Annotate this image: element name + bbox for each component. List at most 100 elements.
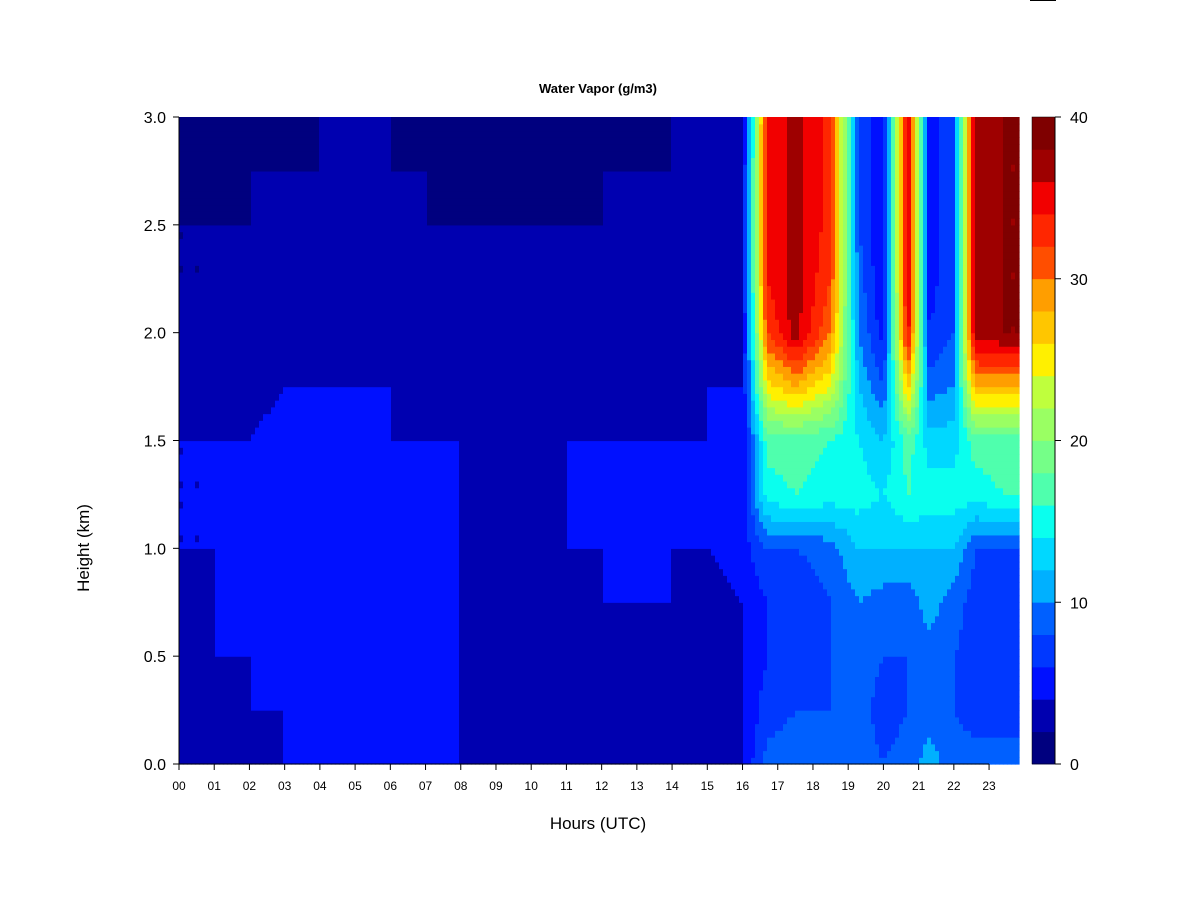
heatmap-cell [199, 447, 204, 454]
heatmap-cell [259, 285, 264, 292]
heatmap-cell [375, 697, 380, 704]
heatmap-cell [255, 670, 260, 677]
heatmap-cell [203, 151, 208, 158]
heatmap-cell [383, 454, 388, 461]
heatmap-cell [215, 542, 220, 549]
heatmap-cell [311, 130, 316, 137]
heatmap-cell [183, 285, 188, 292]
heatmap-cell [235, 238, 240, 245]
heatmap-cell [335, 467, 340, 474]
heatmap-cell [215, 596, 220, 603]
heatmap-cell [259, 218, 264, 225]
heatmap-cell [319, 703, 324, 710]
heatmap-cell [359, 198, 364, 205]
heatmap-cell [187, 292, 192, 299]
heatmap-cell [343, 629, 348, 636]
heatmap-cell [195, 515, 200, 522]
heatmap-cell [203, 494, 208, 501]
heatmap-cell [327, 306, 332, 313]
heatmap-cell [263, 265, 268, 272]
heatmap-cell [191, 508, 196, 515]
heatmap-cell [307, 663, 312, 670]
heatmap-cell [243, 474, 248, 481]
heatmap-cell [243, 528, 248, 535]
heatmap-cell [279, 616, 284, 623]
heatmap-cell [379, 306, 384, 313]
heatmap-cell [291, 393, 296, 400]
heatmap-cell [203, 521, 208, 528]
heatmap-cell [211, 494, 216, 501]
heatmap-cell [319, 312, 324, 319]
heatmap-cell [227, 319, 232, 326]
heatmap-cell [343, 494, 348, 501]
heatmap-cell [271, 225, 276, 232]
heatmap-cell [235, 501, 240, 508]
heatmap-cell [251, 616, 256, 623]
heatmap-cell [327, 535, 332, 542]
heatmap-cell [211, 508, 216, 515]
heatmap-cell [279, 730, 284, 737]
heatmap-cell [267, 474, 272, 481]
heatmap-cell [323, 137, 328, 144]
heatmap-cell [243, 333, 248, 340]
heatmap-cell [271, 259, 276, 266]
heatmap-cell [223, 232, 228, 239]
heatmap-cell [335, 683, 340, 690]
heatmap-cell [287, 434, 292, 441]
heatmap-cell [223, 434, 228, 441]
heatmap-cell [287, 663, 292, 670]
heatmap-cell [299, 164, 304, 171]
heatmap-cell [251, 312, 256, 319]
heatmap-cell [307, 319, 312, 326]
heatmap-cell [227, 555, 232, 562]
heatmap-cell [367, 481, 372, 488]
heatmap-cell [315, 191, 320, 198]
heatmap-cell [275, 339, 280, 346]
heatmap-cell [351, 144, 356, 151]
heatmap-cell [303, 151, 308, 158]
heatmap-cell [339, 643, 344, 650]
heatmap-cell [351, 757, 356, 764]
heatmap-cell [315, 582, 320, 589]
heatmap-cell [335, 353, 340, 360]
heatmap-cell [323, 703, 328, 710]
heatmap-cell [219, 245, 224, 252]
heatmap-cell [331, 757, 336, 764]
heatmap-cell [223, 474, 228, 481]
heatmap-cell [331, 488, 336, 495]
heatmap-cell [323, 198, 328, 205]
heatmap-cell [355, 238, 360, 245]
heatmap-cell [219, 730, 224, 737]
heatmap-cell [335, 697, 340, 704]
heatmap-cell [347, 373, 352, 380]
heatmap-cell [207, 670, 212, 677]
heatmap-cell [383, 697, 388, 704]
heatmap-cell [379, 535, 384, 542]
heatmap-cell [267, 285, 272, 292]
heatmap-cell [371, 225, 376, 232]
heatmap-cell [243, 225, 248, 232]
heatmap-cell [187, 157, 192, 164]
heatmap-cell [227, 164, 232, 171]
heatmap-cell [263, 548, 268, 555]
heatmap-cell [275, 596, 280, 603]
heatmap-cell [295, 272, 300, 279]
heatmap-cell [335, 238, 340, 245]
heatmap-cell [355, 636, 360, 643]
heatmap-cell [223, 676, 228, 683]
heatmap-cell [323, 629, 328, 636]
heatmap-cell [199, 717, 204, 724]
heatmap-cell [211, 306, 216, 313]
heatmap-cell [295, 171, 300, 178]
heatmap-cell [335, 521, 340, 528]
heatmap-cell [199, 414, 204, 421]
heatmap-cell [207, 596, 212, 603]
heatmap-cell [239, 245, 244, 252]
heatmap-cell [223, 656, 228, 663]
heatmap-cell [367, 137, 372, 144]
heatmap-cell [247, 636, 252, 643]
heatmap-cell [375, 400, 380, 407]
heatmap-cell [207, 191, 212, 198]
heatmap-cell [239, 151, 244, 158]
heatmap-cell [219, 555, 224, 562]
